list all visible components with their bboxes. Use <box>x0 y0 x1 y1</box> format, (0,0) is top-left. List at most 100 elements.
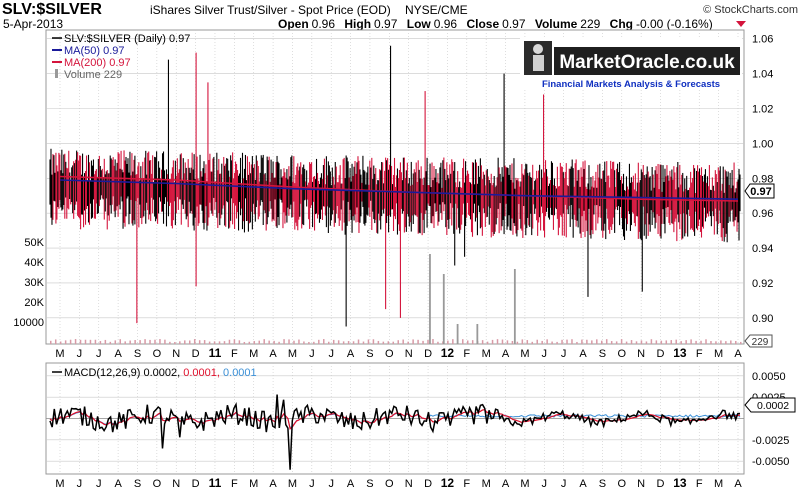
volume-bar <box>258 340 260 344</box>
volume-bar <box>740 341 742 344</box>
month-label: O <box>153 478 162 490</box>
volume-axis: 10000 20K 30K 40K 50K <box>13 237 44 329</box>
volume-bar <box>119 339 121 344</box>
month-label: D <box>424 348 432 360</box>
volume-bar <box>447 340 449 344</box>
month-label: J <box>328 478 334 490</box>
volume-bar <box>59 341 62 344</box>
source-credit: © StockCharts.com <box>703 4 798 16</box>
month-label: D <box>192 478 200 490</box>
month-label: A <box>502 478 510 490</box>
macd-legend-hist: 0.0001 <box>223 367 257 379</box>
volume-bar <box>546 339 548 344</box>
volume-tick-label: 50K <box>24 237 44 249</box>
volume-bar <box>730 340 732 344</box>
volume-bar <box>327 341 330 344</box>
month-label: M <box>520 348 529 360</box>
svg-text:0.97: 0.97 <box>750 186 771 198</box>
month-axis-top: M J J A S O N D 11 F M A M J J A S O N D 12 F M A M J J A S O N D 13 F M A <box>55 346 742 360</box>
volume-bar <box>273 340 275 344</box>
month-label: J <box>309 348 315 360</box>
month-label: A <box>502 348 510 360</box>
volume-bar <box>124 341 126 344</box>
month-label: J <box>542 478 548 490</box>
volume-bar <box>466 340 469 344</box>
month-label: M <box>520 478 529 490</box>
volume-bar <box>586 339 588 344</box>
volume-bar <box>342 341 345 344</box>
volume-bar <box>516 341 519 344</box>
volume-bar <box>625 341 628 344</box>
price-badge: 0.97 <box>744 183 775 199</box>
legend-ma50: MA(50) 0.97 <box>64 45 125 57</box>
macd-tick-label: 0.0050 <box>752 371 786 383</box>
volume-bar <box>640 340 643 344</box>
price-bars <box>49 45 741 327</box>
volume-bar <box>362 341 365 344</box>
month-label: 11 <box>209 346 222 360</box>
volume-bar <box>645 341 648 344</box>
volume-bar <box>318 339 320 344</box>
macd-legend-macd: 0.0002, <box>143 367 180 379</box>
month-label: S <box>599 478 606 490</box>
month-label: M <box>288 478 297 490</box>
volume-bar <box>601 340 603 344</box>
volume-bar <box>94 339 97 344</box>
macd-legend: MACD(12,26,9) 0.0002, 0.0001, 0.0001 <box>52 367 257 379</box>
month-label: 12 <box>441 346 455 360</box>
stat-chg-label: Chg <box>610 17 633 31</box>
volume-bar <box>412 339 414 344</box>
volume-bar <box>610 341 613 344</box>
stat-low-value: 0.96 <box>434 17 458 31</box>
month-label: M <box>288 348 297 360</box>
month-label: 13 <box>673 476 687 490</box>
volume-bar <box>700 340 702 344</box>
stat-close-value: 0.97 <box>502 17 526 31</box>
month-label: M <box>714 348 723 360</box>
volume-bar <box>605 339 608 344</box>
volume-bar <box>407 341 409 344</box>
volume-bar <box>690 339 692 344</box>
volume-bar <box>50 340 52 344</box>
price-tick-label: 0.98 <box>752 173 773 185</box>
volume-bar <box>387 341 390 344</box>
volume-bar <box>452 339 454 344</box>
volume-bar <box>303 341 305 344</box>
volume-bar <box>278 341 280 344</box>
volume-bar <box>427 339 429 344</box>
month-label: M <box>714 478 723 490</box>
macd-grid <box>46 363 744 474</box>
volume-bar <box>735 340 737 344</box>
volume-bar <box>154 339 156 344</box>
volume-bar <box>253 341 256 344</box>
volume-bar <box>283 339 285 344</box>
month-label: M <box>249 478 258 490</box>
volume-bar <box>367 339 370 344</box>
volume-bar <box>198 340 201 344</box>
month-label: J <box>561 348 567 360</box>
month-label: S <box>366 478 373 490</box>
volume-bar <box>323 339 325 344</box>
volume-bar <box>213 341 216 344</box>
chart-description: iShares Silver Trust/Silver - Spot Price… <box>150 3 391 17</box>
month-label: A <box>579 348 587 360</box>
volume-bar <box>506 340 509 344</box>
month-label: M <box>55 478 64 490</box>
volume-bar <box>402 339 404 344</box>
stat-volume-value: 229 <box>580 17 600 31</box>
volume-bar <box>203 340 206 344</box>
volume-bar <box>218 341 221 344</box>
price-tick-label: 1.06 <box>752 34 773 46</box>
volume-bar <box>84 339 87 344</box>
month-label: F <box>696 348 703 360</box>
volume-bar <box>571 339 573 344</box>
month-label: O <box>617 478 626 490</box>
volume-bar <box>347 341 350 344</box>
volume-bar <box>660 340 663 344</box>
month-label: N <box>172 348 180 360</box>
volume-bar <box>551 341 553 344</box>
volume-bar <box>238 340 241 344</box>
chart-date: 5-Apr-2013 <box>3 17 63 31</box>
month-label: 12 <box>441 476 455 490</box>
volume-bar <box>114 340 117 344</box>
